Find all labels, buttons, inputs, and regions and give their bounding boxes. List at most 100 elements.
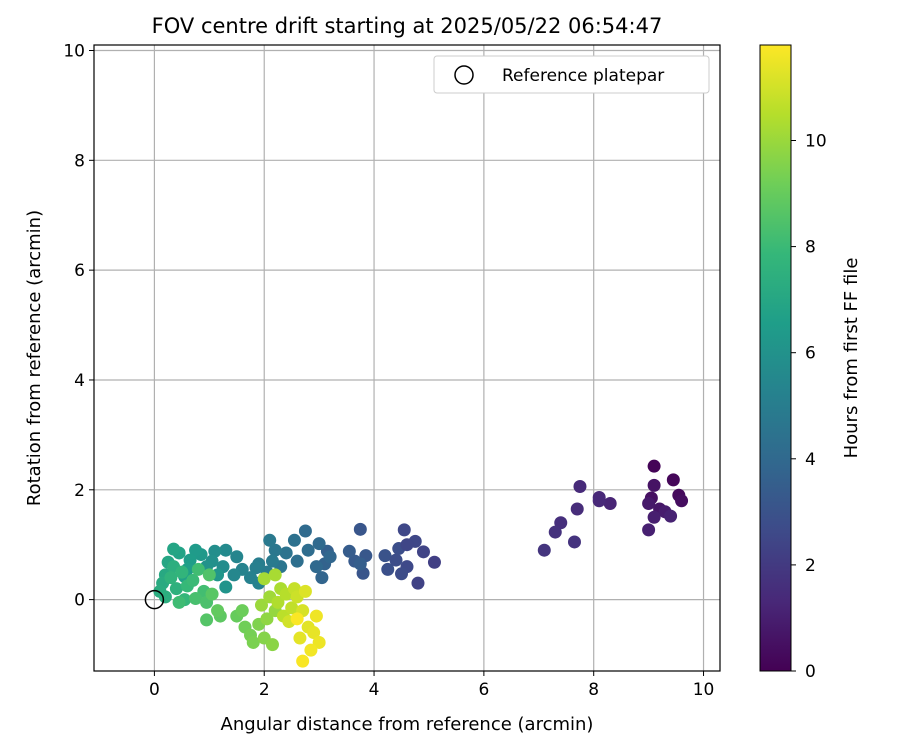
scatter-point	[642, 497, 656, 511]
colorbar-tick-label: 10	[805, 131, 827, 151]
scatter-point	[309, 560, 323, 574]
scatter-point	[268, 543, 282, 557]
scatter-point	[200, 613, 214, 627]
scatter-point	[353, 557, 367, 571]
colorbar	[759, 44, 792, 672]
scatter-point	[271, 595, 285, 609]
scatter-point	[268, 568, 282, 582]
scatter-point	[265, 638, 279, 652]
scatter-point	[205, 587, 219, 601]
scatter-point	[666, 473, 680, 487]
x-tick-label: 2	[259, 680, 270, 700]
scatter-point	[647, 478, 661, 492]
scatter-point	[537, 543, 551, 557]
scatter-point	[169, 582, 183, 596]
colorbar-tick-label: 8	[805, 238, 816, 258]
scatter-point	[323, 550, 337, 564]
scatter-point	[293, 631, 307, 645]
scatter-point	[189, 592, 203, 606]
reference-platepar-marker	[144, 589, 165, 610]
scatter-point	[279, 546, 293, 560]
scatter-point	[567, 535, 581, 549]
scatter-point	[186, 573, 200, 587]
colorbar-ticks: 0 2 4 6 8 10	[791, 131, 827, 682]
scatter-point	[219, 543, 233, 557]
scatter-point	[378, 549, 392, 563]
scatter-point	[164, 571, 178, 585]
scatter-point	[257, 572, 271, 586]
scatter-point	[642, 523, 656, 537]
scatter-point	[427, 555, 441, 569]
y-axis-ticks: 0 2 4 6 8 10	[63, 41, 94, 611]
scatter-point	[246, 635, 260, 649]
scatter-point	[249, 561, 263, 575]
legend-marker-open-circle	[454, 65, 474, 85]
scatter-point	[290, 612, 304, 626]
scatter-point	[290, 554, 304, 568]
scatter-point	[304, 643, 318, 657]
scatter-point	[211, 604, 225, 618]
scatter-point	[265, 554, 279, 568]
scatter-point	[298, 584, 312, 598]
scatter-point	[342, 544, 356, 558]
plot-frame	[93, 44, 721, 672]
scatter-point	[191, 562, 205, 576]
y-tick-label: 10	[63, 41, 85, 61]
scatter-point	[664, 509, 678, 523]
scatter-point	[570, 502, 584, 516]
scatter-point	[175, 565, 189, 579]
x-tick-label: 10	[693, 680, 715, 700]
scatter-point	[301, 543, 315, 557]
scatter-point	[285, 601, 299, 615]
x-axis-ticks: 0 2 4 6 8 10	[149, 671, 714, 700]
y-tick-label: 8	[74, 151, 85, 171]
scatter-point	[548, 525, 562, 539]
x-tick-label: 8	[588, 680, 599, 700]
scatter-point	[296, 654, 310, 668]
scatter-point	[254, 598, 268, 612]
chart-title: FOV centre drift starting at 2025/05/22 …	[152, 14, 663, 38]
scatter-point	[307, 626, 321, 640]
scatter-point	[298, 524, 312, 538]
scatter-point	[397, 523, 411, 537]
scatter-point	[235, 604, 249, 618]
scatter-point	[309, 609, 323, 623]
x-axis-label: Angular distance from reference (arcmin)	[221, 714, 594, 735]
scatter-point	[158, 590, 172, 604]
legend: Reference platepar	[433, 55, 710, 94]
scatter-point	[230, 550, 244, 564]
colorbar-tick-label: 4	[805, 450, 816, 470]
scatter-point	[353, 522, 367, 536]
colorbar-tick-label: 2	[805, 556, 816, 576]
scatter-point	[315, 571, 329, 585]
scatter-point	[675, 494, 689, 508]
y-tick-label: 6	[74, 261, 85, 281]
scatter-point	[263, 533, 277, 547]
scatter-point	[389, 553, 403, 567]
scatter-point	[400, 538, 414, 552]
scatter-point	[395, 567, 409, 581]
colorbar-tick-label: 6	[805, 344, 816, 364]
scatter-point	[208, 544, 222, 558]
colorbar-label: Hours from first FF file	[841, 258, 862, 459]
scatter-point	[573, 479, 587, 493]
scatter-point	[202, 568, 216, 582]
x-tick-label: 6	[478, 680, 489, 700]
legend-label: Reference platepar	[502, 66, 664, 86]
scatter-point	[592, 494, 606, 508]
scatter-point	[416, 545, 430, 559]
scatter-point	[260, 612, 274, 626]
y-axis-label: Rotation from reference (arcmin)	[24, 210, 45, 506]
data-points	[153, 459, 689, 668]
scatter-point	[227, 568, 241, 582]
scatter-point	[647, 510, 661, 524]
grid-lines	[94, 45, 720, 671]
y-tick-label: 2	[74, 481, 85, 501]
scatter-point	[647, 459, 661, 473]
scatter-point	[312, 537, 326, 551]
scatter-point	[312, 635, 326, 649]
scatter-point	[219, 580, 233, 594]
scatter-point	[167, 542, 181, 556]
scatter-point	[172, 595, 186, 609]
scatter-point	[189, 543, 203, 557]
